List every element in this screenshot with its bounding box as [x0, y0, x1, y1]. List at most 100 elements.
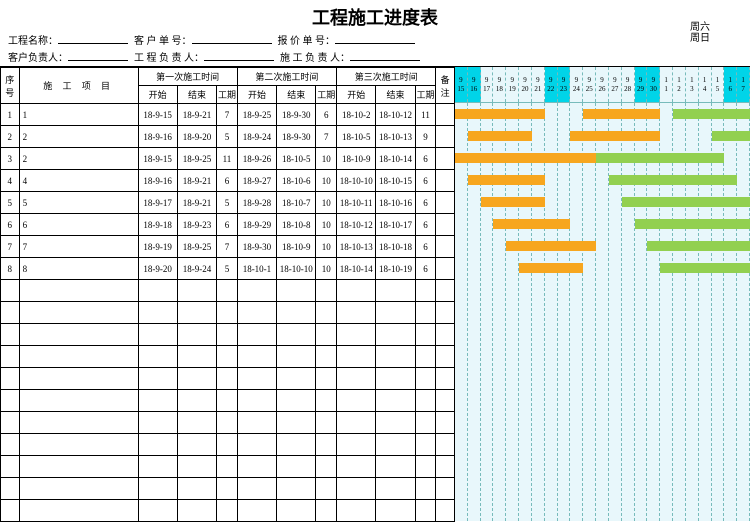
- gantt-col-header: 16: [724, 67, 737, 102]
- cell: 18-9-24: [237, 126, 276, 148]
- cell: 5: [1, 192, 20, 214]
- cell: 18-9-21: [177, 104, 216, 126]
- cell: 7: [217, 104, 238, 126]
- table-row-empty: [1, 478, 455, 500]
- cell: 18-9-30: [277, 126, 316, 148]
- gantt-col-header: 916: [468, 67, 481, 102]
- gantt-col-header: 923: [558, 67, 571, 102]
- cell: 7: [217, 236, 238, 258]
- cell: 10: [316, 258, 337, 280]
- cell: 5: [217, 258, 238, 280]
- cell-note: [436, 236, 455, 258]
- cell: 6: [415, 192, 436, 214]
- gantt-bar: [622, 197, 750, 207]
- gantt-bar: [660, 263, 750, 273]
- cell: 5: [217, 126, 238, 148]
- header-label: 报 价 单 号：: [278, 32, 336, 47]
- cell: 10: [316, 236, 337, 258]
- cell: 18-10-12: [337, 214, 376, 236]
- col-start: 开始: [237, 86, 276, 104]
- cell-note: [436, 170, 455, 192]
- gantt-bar: [712, 131, 750, 141]
- header-underline: [204, 49, 274, 61]
- gantt-bar: [468, 131, 532, 141]
- gantt-grid: [455, 103, 750, 521]
- cell: 18-9-29: [237, 214, 276, 236]
- gantt-col-header: 921: [532, 67, 545, 102]
- page: 工程施工进度表 周六 周日 工程名称：客 户 单 号：报 价 单 号： 客户负责…: [0, 0, 750, 501]
- cell: 18-10-18: [376, 236, 415, 258]
- table-row-empty: [1, 500, 455, 522]
- gantt-col-header: 929: [635, 67, 648, 102]
- table-row: 7718-9-1918-9-25718-9-3018-10-91018-10-1…: [1, 236, 455, 258]
- cell: 18-9-28: [237, 192, 276, 214]
- cell: 18-9-24: [177, 258, 216, 280]
- table-row-empty: [1, 456, 455, 478]
- header-underline: [335, 32, 415, 44]
- cell: 1: [1, 104, 20, 126]
- gantt-col-header: 930: [647, 67, 660, 102]
- col-start: 开始: [138, 86, 177, 104]
- col-dur: 工期: [217, 86, 238, 104]
- table-row: 1118-9-1518-9-21718-9-2518-9-30618-10-21…: [1, 104, 455, 126]
- cell: 7: [316, 126, 337, 148]
- cell: 18-9-17: [138, 192, 177, 214]
- table-row: 4418-9-1618-9-21618-9-2718-10-61018-10-1…: [1, 170, 455, 192]
- cell: 18-9-21: [177, 192, 216, 214]
- header-label: 工程名称：: [8, 32, 58, 47]
- cell: 18-10-15: [376, 170, 415, 192]
- gantt-bar: [455, 109, 545, 119]
- cell: 18-9-27: [237, 170, 276, 192]
- cell: 18-10-7: [277, 192, 316, 214]
- cell: 6: [415, 214, 436, 236]
- gantt-col-header: 14: [699, 67, 712, 102]
- schedule-table: 序 号 施 工 项 目 第一次施工时间 第二次施工时间 第三次施工时间 备注 开…: [0, 67, 455, 522]
- gantt-col-header: 17: [737, 67, 750, 102]
- table-row: 5518-9-1718-9-21518-9-2818-10-71018-10-1…: [1, 192, 455, 214]
- cell: 1: [19, 104, 138, 126]
- col-start: 开始: [337, 86, 376, 104]
- cell: 18-10-14: [376, 148, 415, 170]
- cell: 18-9-20: [138, 258, 177, 280]
- cell: 18-9-25: [237, 104, 276, 126]
- cell: 18-10-14: [337, 258, 376, 280]
- cell: 4: [1, 170, 20, 192]
- gantt-col-header: 925: [583, 67, 596, 102]
- cell: 6: [1, 214, 20, 236]
- gantt-col-header: 928: [622, 67, 635, 102]
- cell: 18-10-13: [376, 126, 415, 148]
- cell: 11: [217, 148, 238, 170]
- gantt-col-header: 12: [673, 67, 686, 102]
- cell: 18-10-16: [376, 192, 415, 214]
- cell-note: [436, 258, 455, 280]
- cell: 2: [19, 126, 138, 148]
- cell: 18-9-20: [177, 126, 216, 148]
- header-underline: [350, 49, 420, 61]
- gantt-bar: [455, 153, 596, 163]
- table-row-empty: [1, 434, 455, 456]
- cell-note: [436, 148, 455, 170]
- header-label: 施 工 负 责 人：: [280, 49, 350, 64]
- col-period2: 第二次施工时间: [237, 68, 336, 86]
- gantt-bar: [519, 263, 583, 273]
- cell: 10: [316, 170, 337, 192]
- table-row: 2218-9-1618-9-20518-9-2418-9-30718-10-51…: [1, 126, 455, 148]
- cell: 18-10-17: [376, 214, 415, 236]
- weekday-label: 周六 周日: [690, 22, 710, 44]
- table-row-empty: [1, 302, 455, 324]
- table-row: 8818-9-2018-9-24518-10-118-10-101018-10-…: [1, 258, 455, 280]
- cell: 18-10-19: [376, 258, 415, 280]
- cell: 6: [217, 170, 238, 192]
- cell: 2: [19, 148, 138, 170]
- header-item: 工 程 负 责 人：: [134, 49, 274, 64]
- gantt-col-header: 926: [596, 67, 609, 102]
- col-note: 备注: [436, 68, 455, 104]
- cell: 18-10-2: [337, 104, 376, 126]
- cell: 4: [19, 170, 138, 192]
- gantt-bar: [647, 241, 750, 251]
- header-label: 客户负责人：: [8, 49, 68, 64]
- header-item: 客 户 单 号：: [134, 32, 272, 47]
- cell: 18-9-16: [138, 126, 177, 148]
- cell: 2: [1, 126, 20, 148]
- cell: 6: [19, 214, 138, 236]
